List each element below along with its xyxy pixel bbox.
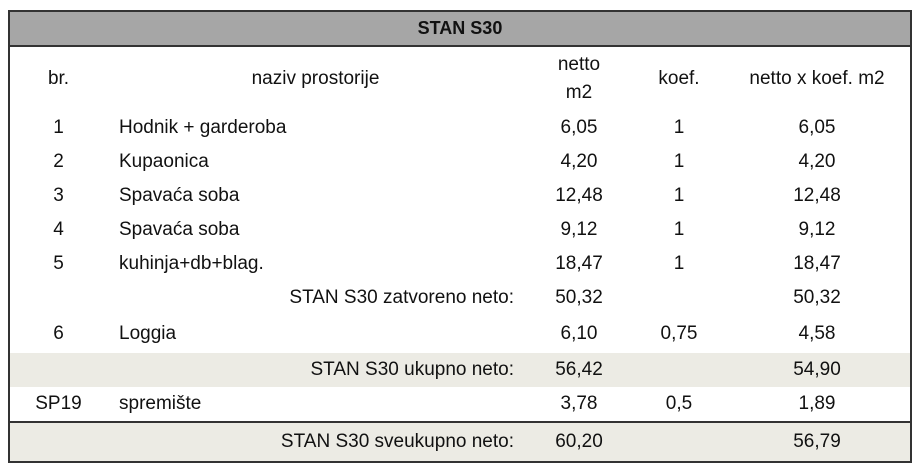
header-netto-koef: netto x koef. m2 [749, 68, 885, 89]
cell-netto: 6,05 [560, 117, 598, 138]
header-koef: koef. [658, 68, 700, 89]
cell-naziv: Kupaonica [119, 151, 209, 172]
cell-netto-koef: 4,58 [798, 323, 836, 344]
cell-koef [634, 353, 724, 387]
cell-netto-koef: 6,05 [798, 117, 836, 138]
header-netto-unit: m2 [565, 82, 593, 103]
table-title: STAN S30 [9, 11, 911, 47]
header-netto: netto m2 [524, 46, 634, 111]
cell-netto: 60,20 [524, 421, 634, 462]
apartment-area-table: STAN S30 br. naziv prostorije netto m2 ko… [8, 10, 912, 463]
cell-netto: 4,20 [560, 151, 598, 172]
cell-netto: 50,32 [555, 287, 603, 308]
cell-naziv: Spavaća soba [119, 185, 240, 206]
cell-netto: 56,42 [524, 353, 634, 387]
cell-netto: 6,10 [560, 323, 598, 344]
cell-br: 3 [53, 185, 64, 206]
cell-netto-koef: 1,89 [798, 393, 836, 414]
cell-netto-koef: 12,48 [793, 185, 841, 206]
cell-naziv: kuhinja+db+blag. [119, 253, 264, 274]
cell-netto: 9,12 [560, 219, 598, 240]
cell-koef: 0,75 [660, 323, 698, 344]
cell-netto-koef: 4,20 [798, 151, 836, 172]
cell-br: 6 [53, 323, 64, 344]
cell-netto-koef: 56,79 [724, 421, 911, 462]
table-row: 3 Spavaća soba 12,48 1 12,48 [9, 179, 911, 213]
subtotal-label: STAN S30 zatvoreno neto: [289, 287, 514, 308]
cell-naziv: Spavaća soba [119, 219, 240, 240]
cell-br: 1 [53, 117, 64, 138]
cell-koef: 1 [673, 117, 685, 138]
cell-br: 5 [53, 253, 64, 274]
subtotal-closed-row: STAN S30 zatvoreno neto: 50,32 50,32 [9, 281, 911, 315]
table-row: 1 Hodnik + garderoba 6,05 1 6,05 [9, 111, 911, 145]
table-row: SP19 spremište 3,78 0,5 1,89 [9, 387, 911, 422]
header-netto-label: netto [557, 54, 601, 75]
cell-netto: 12,48 [555, 185, 603, 206]
total-row: STAN S30 ukupno neto: 56,42 54,90 [9, 353, 911, 387]
cell-naziv: spremište [119, 393, 202, 414]
header-row: br. naziv prostorije netto m2 koef. netto… [9, 46, 911, 111]
table-row: 4 Spavaća soba 9,12 1 9,12 [9, 213, 911, 247]
cell-br: SP19 [35, 393, 82, 414]
cell-br: 2 [53, 151, 64, 172]
cell-koef [634, 281, 724, 315]
cell-koef: 0,5 [665, 393, 693, 414]
cell-netto-koef: 54,90 [724, 353, 911, 387]
cell-netto: 3,78 [560, 393, 598, 414]
cell-netto: 18,47 [555, 253, 603, 274]
cell-koef: 1 [673, 253, 685, 274]
grand-total-label: STAN S30 sveukupno neto: [9, 421, 524, 462]
table-row: 6 Loggia 6,10 0,75 4,58 [9, 315, 911, 353]
table-row: 2 Kupaonica 4,20 1 4,20 [9, 145, 911, 179]
grand-total-row: STAN S30 sveukupno neto: 60,20 56,79 [9, 421, 911, 462]
cell-netto-koef: 18,47 [793, 253, 841, 274]
cell-naziv: Hodnik + garderoba [119, 117, 287, 138]
cell-koef: 1 [673, 151, 685, 172]
cell-naziv: Loggia [119, 323, 177, 344]
cell-koef [634, 421, 724, 462]
header-naziv: naziv prostorije [251, 68, 380, 89]
cell-netto-koef: 50,32 [793, 287, 841, 308]
cell-br: 4 [53, 219, 64, 240]
cell-netto-koef: 9,12 [798, 219, 836, 240]
cell-koef: 1 [673, 219, 685, 240]
total-label: STAN S30 ukupno neto: [9, 353, 524, 387]
header-br: br. [47, 68, 70, 89]
table-row: 5 kuhinja+db+blag. 18,47 1 18,47 [9, 247, 911, 281]
cell-koef: 1 [673, 185, 685, 206]
